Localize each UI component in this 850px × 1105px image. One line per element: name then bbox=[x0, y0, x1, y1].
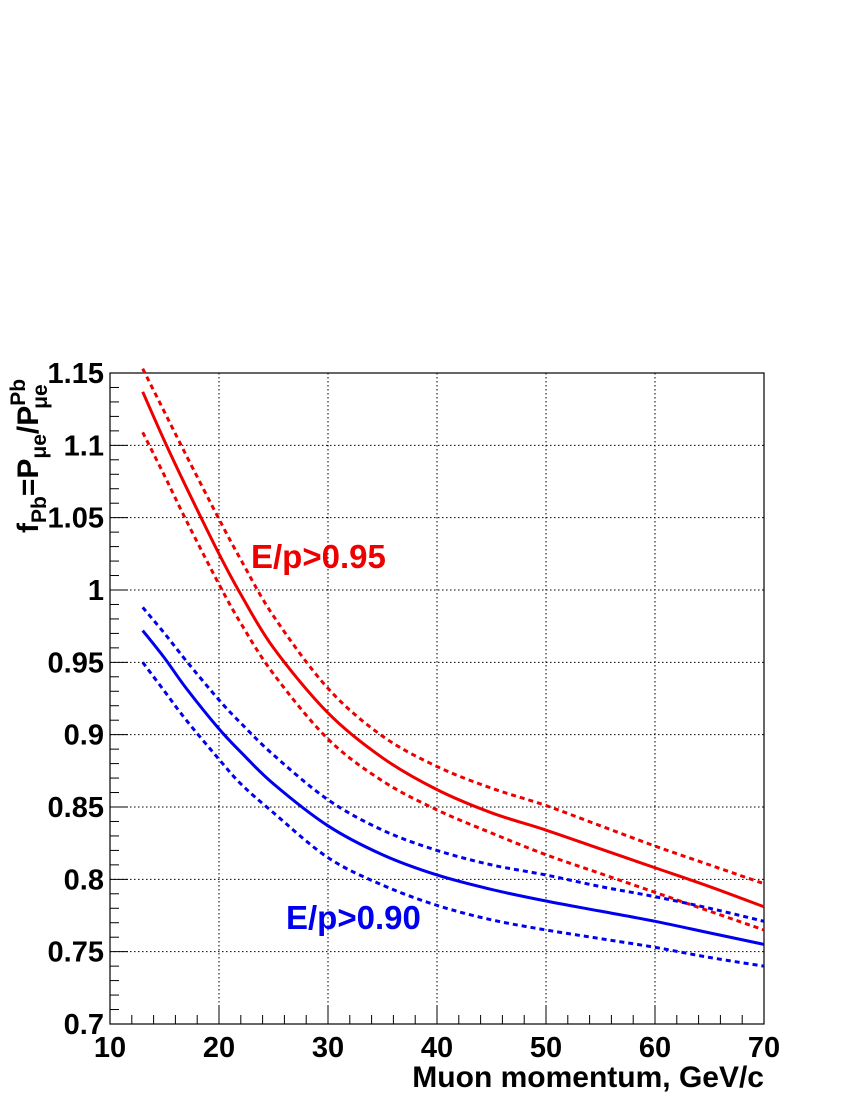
series-line-ep095-dotted bbox=[141, 367, 765, 886]
y-tick-label: 0.7 bbox=[64, 1009, 104, 1041]
x-tick-label: 50 bbox=[530, 1032, 562, 1064]
y-tick-label: 0.95 bbox=[48, 647, 104, 679]
x-tick-label: 40 bbox=[421, 1032, 453, 1064]
axis-ticks: 10 20 30 40 50 60 70 0.7 0.75 0.8 0.85 0.9 0.95 1 1.05… bbox=[48, 358, 781, 1064]
y-label-p2-sup: Pb bbox=[7, 379, 30, 406]
annotation-e-p-095: E/p>0.95 bbox=[251, 538, 386, 575]
series-line-ep090-dotted bbox=[141, 606, 765, 923]
y-tick-label: 1.05 bbox=[48, 503, 104, 535]
svg-text:fPb=Pμe/PPbμe: fPb=Pμe/PPbμe bbox=[7, 379, 52, 533]
series-line-ep090-solid bbox=[141, 629, 765, 946]
y-label-f-sub: Pb bbox=[28, 496, 51, 523]
y-tick-label: 0.85 bbox=[48, 792, 104, 824]
x-tick-label: 30 bbox=[312, 1032, 344, 1064]
y-label-eq: =P bbox=[12, 459, 45, 497]
x-axis-label: Muon momentum, GeV/c bbox=[412, 1061, 764, 1094]
x-tick-label: 60 bbox=[639, 1032, 671, 1064]
x-tick-label: 10 bbox=[94, 1032, 126, 1064]
x-tick-label: 70 bbox=[748, 1032, 780, 1064]
grid bbox=[110, 373, 764, 1024]
y-label-slash: /P bbox=[12, 406, 45, 434]
y-tick-label: 0.75 bbox=[48, 937, 104, 969]
y-label-f: f bbox=[12, 522, 45, 533]
y-tick-label: 1.1 bbox=[64, 430, 104, 462]
series bbox=[141, 367, 765, 968]
series-line-ep090-dotted bbox=[141, 661, 765, 968]
x-tick-label: 20 bbox=[203, 1032, 235, 1064]
y-label-p2-sub: μe bbox=[29, 384, 52, 409]
series-line-ep095-dotted bbox=[141, 431, 765, 932]
y-tick-label: 0.8 bbox=[64, 864, 104, 896]
y-tick-label: 1.15 bbox=[48, 358, 104, 390]
y-tick-label: 0.9 bbox=[64, 720, 104, 752]
y-tick-label: 1 bbox=[88, 575, 104, 607]
y-label-p1-sub: μe bbox=[28, 434, 51, 459]
series-line-ep095-solid bbox=[141, 391, 765, 909]
annotation-e-p-090: E/p>0.90 bbox=[286, 899, 421, 936]
y-axis-label: fPb=Pμe/PPbμe bbox=[7, 379, 52, 533]
labels: Muon momentum, GeV/c fPb=Pμe/PPbμe E/p>0… bbox=[7, 379, 764, 1094]
